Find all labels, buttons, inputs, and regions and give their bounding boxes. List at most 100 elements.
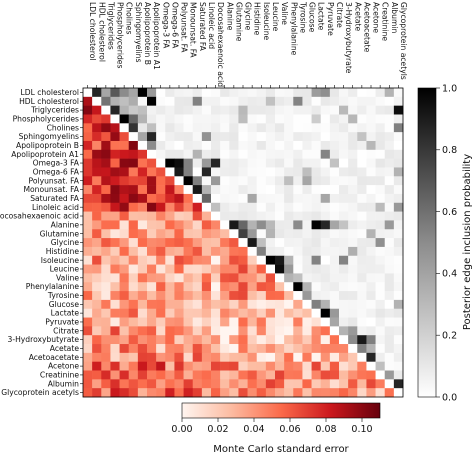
heatmap-cell xyxy=(211,317,221,327)
heatmap-cell xyxy=(147,317,157,327)
heatmap-cell xyxy=(339,114,349,124)
heatmap-cell xyxy=(393,388,404,398)
heatmap-cell xyxy=(284,352,294,362)
heatmap-cell xyxy=(165,211,175,221)
heatmap-cell xyxy=(174,229,184,239)
heatmap-cell xyxy=(311,220,322,230)
heatmap-cell xyxy=(265,264,276,274)
heatmap-cell xyxy=(211,105,221,115)
heatmap-cell xyxy=(147,388,157,398)
heatmap-cell xyxy=(119,361,130,371)
heatmap-cell xyxy=(101,273,111,283)
heatmap-cell xyxy=(229,114,239,124)
heatmap-cell xyxy=(137,185,148,195)
heatmap-cell xyxy=(339,158,349,168)
heatmap-cell xyxy=(393,344,404,354)
heatmap-cell xyxy=(128,352,139,362)
heatmap-cell xyxy=(329,335,340,345)
heatmap-cell xyxy=(174,370,184,380)
heatmap-cell xyxy=(375,132,386,142)
heatmap-cell xyxy=(119,220,130,230)
heatmap-cell xyxy=(357,370,367,380)
heatmap-cell xyxy=(348,299,358,310)
heatmap-cell xyxy=(220,326,230,336)
heatmap-cell xyxy=(165,105,175,115)
heatmap-cell xyxy=(211,132,221,142)
heatmap-cell xyxy=(183,211,194,221)
heatmap-cell xyxy=(366,149,376,159)
heatmap-cell xyxy=(147,229,157,239)
heatmap-cell xyxy=(192,299,203,310)
heatmap-cell xyxy=(83,388,93,398)
heatmap-cell xyxy=(293,335,303,345)
column-label: Pyruvate xyxy=(326,2,335,36)
heatmap-cell xyxy=(247,282,258,292)
heatmap-cell xyxy=(339,282,349,292)
heatmap-cell xyxy=(284,335,294,345)
heatmap-cell xyxy=(247,352,258,362)
heatmap-cell xyxy=(302,229,312,239)
heatmap-cell xyxy=(147,132,157,142)
heatmap-cell xyxy=(174,105,184,115)
heatmap-cell xyxy=(220,379,230,389)
heatmap-cell xyxy=(329,238,340,248)
heatmap-cell xyxy=(201,264,212,274)
column-label: Acetoacetate xyxy=(362,2,371,53)
row-label: Albumin xyxy=(48,379,79,388)
heatmap-cell xyxy=(165,370,175,380)
heatmap-cell xyxy=(293,264,303,274)
heatmap-cell xyxy=(265,96,276,106)
heatmap-cell xyxy=(302,308,312,318)
heatmap-cell xyxy=(238,264,248,274)
heatmap-cell xyxy=(320,388,331,398)
heatmap-cell xyxy=(101,291,111,301)
heatmap-cell xyxy=(211,273,221,283)
heatmap-cell xyxy=(83,96,93,106)
heatmap-cell xyxy=(211,344,221,354)
heatmap-cell xyxy=(265,308,276,318)
heatmap-cell xyxy=(247,246,258,257)
heatmap-cell xyxy=(339,167,349,177)
heatmap-cell xyxy=(393,352,404,362)
heatmap-cell xyxy=(92,264,102,274)
heatmap-cell xyxy=(284,185,294,195)
heatmap-cell xyxy=(320,132,331,142)
heatmap-cell xyxy=(156,379,166,389)
heatmap-cell xyxy=(265,299,276,310)
heatmap-cell xyxy=(357,88,367,98)
heatmap-cell xyxy=(156,114,166,124)
heatmap-cell xyxy=(348,140,358,151)
inclusion-colorbar-title: Posterior edge inclusion probability xyxy=(462,154,473,330)
heatmap-cell xyxy=(183,379,194,389)
heatmap-cell xyxy=(83,176,93,186)
heatmap-cell xyxy=(174,299,184,310)
heatmap-cell xyxy=(320,335,331,345)
heatmap-cell xyxy=(311,211,322,221)
heatmap-cell xyxy=(375,335,386,345)
heatmap-cell xyxy=(284,123,294,133)
heatmap-cell xyxy=(211,140,221,151)
row-label: Apolipoprotein B xyxy=(16,141,79,150)
heatmap-cell xyxy=(311,255,322,265)
heatmap-cell xyxy=(329,317,340,327)
heatmap-cell xyxy=(311,123,322,133)
heatmap-cell xyxy=(119,255,130,265)
heatmap-cell xyxy=(110,132,120,142)
inclusion-tick-label: 0.0 xyxy=(442,392,457,403)
heatmap-cell xyxy=(183,238,194,248)
heatmap-cell xyxy=(110,352,120,362)
heatmap-cell xyxy=(211,193,221,204)
heatmap-cell xyxy=(256,273,267,283)
heatmap-cell xyxy=(329,352,340,362)
heatmap-cell xyxy=(183,282,194,292)
heatmap-cell xyxy=(293,238,303,248)
heatmap-cell xyxy=(174,246,184,257)
heatmap-cell xyxy=(375,344,386,354)
heatmap-cell xyxy=(293,88,303,98)
heatmap-cell xyxy=(275,176,285,186)
heatmap-cell xyxy=(119,176,130,186)
heatmap-cell xyxy=(393,255,404,265)
heatmap-cell xyxy=(366,388,376,398)
heatmap-cell xyxy=(247,308,258,318)
